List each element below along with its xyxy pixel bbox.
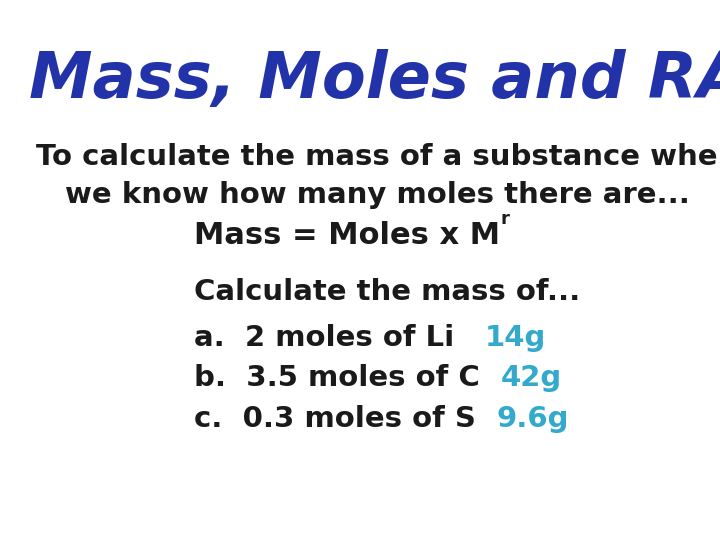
Text: Mass, Moles and RAM (M: Mass, Moles and RAM (M	[29, 49, 720, 111]
Text: 14g: 14g	[485, 324, 546, 352]
Text: b.  3.5 moles of C: b. 3.5 moles of C	[194, 364, 500, 393]
Text: 9.6g: 9.6g	[497, 405, 569, 433]
Text: Mass = Moles x M: Mass = Moles x M	[194, 221, 500, 251]
Text: a.  2 moles of Li: a. 2 moles of Li	[194, 324, 485, 352]
Text: To calculate the mass of a substance when: To calculate the mass of a substance whe…	[36, 143, 720, 171]
Text: Calculate the mass of...: Calculate the mass of...	[194, 278, 580, 306]
Text: we know how many moles there are...: we know how many moles there are...	[65, 181, 690, 209]
Text: 42g: 42g	[500, 364, 562, 393]
Text: c.  0.3 moles of S: c. 0.3 moles of S	[194, 405, 497, 433]
Text: r: r	[500, 210, 510, 227]
